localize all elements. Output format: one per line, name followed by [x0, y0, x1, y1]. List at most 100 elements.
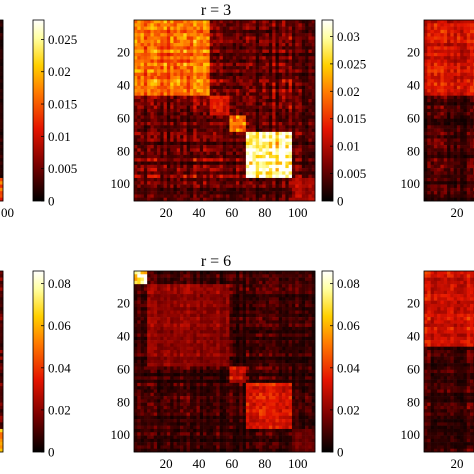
heatmap-r3-cell	[256, 76, 260, 80]
heatmap-r3-cell	[305, 69, 309, 73]
heatmap-r3-cell	[134, 69, 138, 73]
heatmap-r3-cell	[144, 102, 148, 106]
heatmap-r3-cell	[295, 102, 299, 106]
heatmap-r3-cell	[144, 135, 148, 139]
heatmap-r3-cell	[269, 33, 273, 37]
heatmap-r3-cell	[239, 89, 243, 93]
heatmap-r3-cell	[285, 112, 289, 116]
heatmap-r3-cell	[252, 20, 256, 24]
heatmap-r3-cell	[160, 92, 164, 96]
heatmap-r3-cell	[220, 59, 224, 63]
heatmap-r3-cell	[289, 43, 293, 47]
heatmap-r3-cell	[256, 119, 260, 123]
heatmap-r3-cell	[246, 76, 250, 80]
heatmap-r3-cell	[289, 27, 293, 31]
heatmap-r3-cell	[302, 99, 306, 103]
heatmap-r3-cell	[190, 23, 194, 27]
heatmap-r3-cell	[197, 112, 201, 116]
heatmap-r3-cell	[134, 115, 138, 119]
heatmap-r3-cell	[183, 119, 187, 123]
heatmap-r3-cell	[272, 125, 276, 129]
heatmap-r3-cell	[236, 115, 240, 119]
heatmap-r3-cell	[213, 69, 217, 73]
heatmap-r3-cell	[305, 59, 309, 63]
heatmap-r3-cell	[213, 109, 217, 113]
heatmap-r3-cell	[305, 73, 309, 77]
heatmap-r3-cell	[239, 125, 243, 129]
heatmap-r3-cell	[256, 79, 260, 83]
heatmap-r3-cell	[144, 59, 148, 63]
heatmap-r3-cell	[269, 40, 273, 44]
heatmap-r3-cell	[299, 59, 303, 63]
heatmap-r3-cell	[157, 66, 161, 70]
heatmap-r3-cell	[173, 125, 177, 129]
heatmap-r3-cell	[292, 102, 296, 106]
heatmap-r3-cell	[233, 76, 237, 80]
heatmap-r3-cell	[167, 112, 171, 116]
heatmap-r3-cell	[259, 79, 263, 83]
heatmap-r3-cell	[236, 66, 240, 70]
heatmap-r3-cell	[200, 30, 204, 34]
heatmap-r3-cell	[160, 56, 164, 60]
heatmap-r3-cell	[167, 109, 171, 113]
heatmap-r3-cell	[141, 63, 145, 67]
heatmap-r3-cell	[213, 56, 217, 60]
heatmap-r3-cell	[200, 129, 204, 133]
heatmap-r3-cell	[170, 30, 174, 34]
heatmap-r3-cell	[190, 115, 194, 119]
heatmap-r3-cell	[197, 135, 201, 139]
heatmap-r3-cell	[220, 115, 224, 119]
heatmap-r3-cell	[272, 40, 276, 44]
heatmap-r3-cell	[229, 46, 233, 50]
heatmap-r3-cell	[266, 46, 270, 50]
heatmap-r3-cell	[289, 96, 293, 100]
heatmap-r3-cell	[137, 27, 141, 31]
heatmap-r3-cell	[252, 76, 256, 80]
heatmap-r3-cell	[193, 23, 197, 27]
heatmap-r3-cell	[302, 43, 306, 47]
heatmap-r3-cell	[252, 69, 256, 73]
heatmap-r3-cell	[272, 89, 276, 93]
heatmap-r3-cell	[292, 119, 296, 123]
heatmap-r3-cell	[173, 46, 177, 50]
heatmap-r3-cell	[216, 53, 220, 57]
heatmap-r3-cell	[292, 30, 296, 34]
heatmap-r3-cell	[160, 119, 164, 123]
heatmap-r3-cell	[141, 23, 145, 27]
heatmap-r3-cell	[252, 27, 256, 31]
heatmap-r3-cell	[187, 129, 191, 133]
heatmap-r3-cell	[203, 86, 207, 90]
heatmap-r3-cell	[226, 30, 230, 34]
heatmap-r3-cell	[243, 115, 247, 119]
heatmap-r3-cell	[226, 135, 230, 139]
heatmap-r3-cell	[223, 23, 227, 27]
heatmap-r3-cell	[249, 83, 253, 87]
heatmap-r3-cell	[223, 69, 227, 73]
heatmap-r3-cell	[173, 33, 177, 37]
heatmap-r3-cell	[272, 76, 276, 80]
heatmap-r3-cell	[147, 96, 151, 100]
heatmap-r3-cell	[269, 109, 273, 113]
heatmap-r3-cell	[144, 129, 148, 133]
heatmap-r3-cell	[252, 56, 256, 60]
heatmap-r3-cell	[308, 99, 312, 103]
heatmap-r3-cell	[223, 53, 227, 57]
heatmap-r3-cell	[246, 129, 250, 133]
heatmap-r3-cell	[180, 56, 184, 60]
heatmap-r3-cell	[190, 53, 194, 57]
heatmap-r3-cell	[220, 109, 224, 113]
heatmap-r3-cell	[282, 27, 286, 31]
heatmap-r3-cell	[193, 109, 197, 113]
heatmap-r3-cell	[154, 56, 158, 60]
heatmap-r3-cell	[249, 109, 253, 113]
heatmap-r3-cell	[154, 132, 158, 136]
heatmap-r3-cell	[256, 73, 260, 77]
heatmap-r3-cell	[160, 76, 164, 80]
heatmap-r3-cell	[269, 43, 273, 47]
heatmap-r3-cell	[141, 66, 145, 70]
heatmap-r3-cell	[259, 66, 263, 70]
heatmap-r3-cell	[157, 40, 161, 44]
heatmap-r3-cell	[223, 109, 227, 113]
heatmap-r3-cell	[200, 122, 204, 126]
heatmap-r3-cell	[147, 30, 151, 34]
